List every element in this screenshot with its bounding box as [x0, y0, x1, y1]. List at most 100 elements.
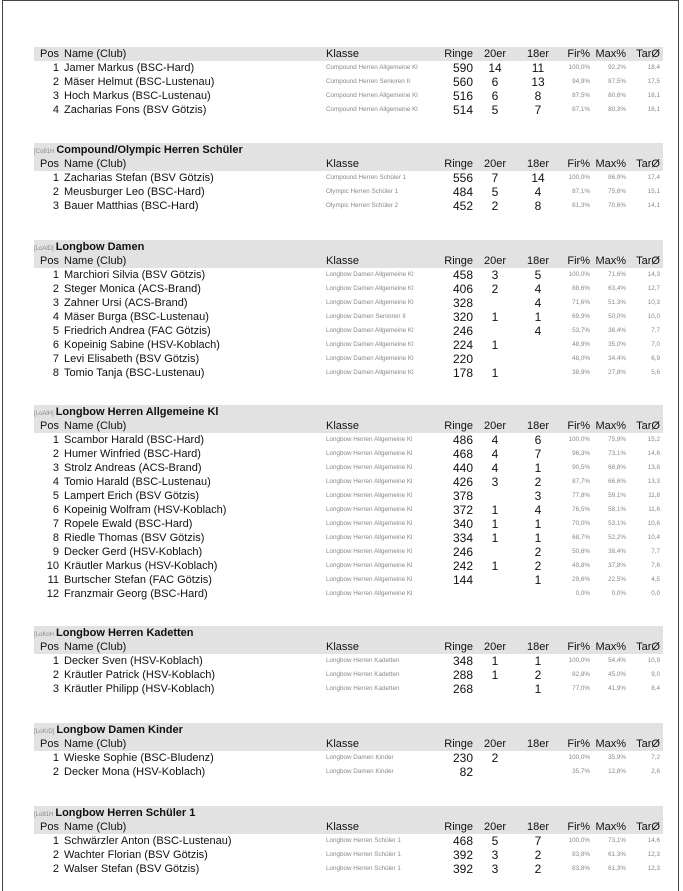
cell-tar: 14,1 — [647, 202, 660, 209]
column-header-tar: TarØ — [636, 821, 660, 833]
cell-z18: 7 — [534, 834, 542, 848]
cell-z20: 1 — [491, 503, 499, 517]
cell-fir: 87,1% — [572, 106, 590, 113]
cell-pos: 6 — [52, 339, 59, 351]
cell-z18: 2 — [534, 668, 542, 682]
table-row: 3 Zahner Ursi (ACS-Brand) Longbow Damen Al… — [34, 296, 663, 310]
cell-fir: 53,7% — [572, 327, 590, 334]
cell-pos: 1 — [52, 835, 59, 847]
cell-fir: 90,5% — [572, 464, 590, 471]
cell-ringe: 468 — [452, 834, 473, 848]
column-header-z18: 18er — [526, 641, 550, 653]
table-row: 7 Levi Elisabeth (BSV Götzis) Longbow Dame… — [34, 352, 663, 366]
cell-ringe: 268 — [452, 682, 473, 696]
column-header-z18: 18er — [526, 420, 550, 432]
column-header-pos: Pos — [40, 255, 59, 267]
cell-klasse: Longbow Herren Allgemeine Kl — [326, 548, 413, 555]
section-title-row: [LoAlH] Longbow Herren Allgemeine Kl — [34, 405, 663, 419]
column-header-klasse: Klasse — [326, 255, 360, 267]
cell-pos: 3 — [52, 90, 59, 102]
cell-ringe: 440 — [452, 461, 473, 475]
cell-pos: 2 — [52, 448, 59, 460]
cell-ringe: 230 — [452, 751, 473, 765]
cell-z18: 4 — [534, 185, 542, 199]
column-header-klasse: Klasse — [326, 821, 360, 833]
table-row: 8 Tomio Tanja (BSC-Lustenau) Longbow Damen… — [34, 366, 663, 380]
cell-tar: 7,2 — [651, 754, 660, 761]
cell-z20: 5 — [491, 103, 499, 117]
column-header-pos: Pos — [40, 821, 59, 833]
column-header-z20: 20er — [483, 641, 507, 653]
cell-fir: 83,8% — [572, 865, 590, 872]
cell-ringe: 556 — [452, 171, 473, 185]
cell-name: Levi Elisabeth (BSV Götzis) — [64, 353, 200, 365]
cell-klasse: Longbow Herren Allgemeine Kl — [326, 590, 413, 597]
table-row: 3 Kräutler Philipp (HSV-Koblach) Longbow H… — [34, 682, 663, 696]
cell-name: Mäser Helmut (BSC-Lustenau) — [64, 76, 215, 88]
cell-max: 59,1% — [608, 492, 626, 499]
cell-max: 50,0% — [608, 313, 626, 320]
section-header: [LoAlH] Longbow Herren Allgemeine Kl Pos Na… — [34, 405, 663, 433]
cell-max: 52,2% — [608, 534, 626, 541]
column-header-row: Pos Name (Club) Klasse Ringe 20er 18er Fir% Max… — [34, 737, 663, 751]
column-header-row: Pos Name (Club) Klasse Ringe 20er 18er Fir% Max… — [34, 820, 663, 834]
cell-fir: 50,6% — [572, 548, 590, 555]
cell-max: 66,6% — [608, 478, 626, 485]
result-section: [Co81H Compound/Olympic Herren Schüler Pos… — [34, 143, 663, 213]
class-code: [LoAlD] — [34, 246, 54, 252]
cell-pos: 5 — [52, 490, 59, 502]
cell-fir: 88,6% — [572, 285, 590, 292]
column-header-name: Name (Club) — [64, 48, 127, 60]
cell-max: 22,5% — [608, 576, 626, 583]
cell-tar: 10,6 — [647, 520, 660, 527]
cell-z18: 11 — [531, 61, 545, 75]
cell-z18: 2 — [534, 848, 542, 862]
column-header-tar: TarØ — [636, 641, 660, 653]
cell-z18: 2 — [534, 545, 542, 559]
cell-name: Decker Gerd (HSV-Koblach) — [64, 546, 203, 558]
cell-klasse: Longbow Herren Allgemeine Kl — [326, 506, 413, 513]
cell-name: Tomio Tanja (BSC-Lustenau) — [64, 367, 205, 379]
cell-ringe: 144 — [452, 573, 473, 587]
column-header-z18: 18er — [526, 738, 550, 750]
cell-tar: 13,3 — [647, 478, 660, 485]
cell-name: Jamer Markus (BSC-Hard) — [64, 62, 195, 74]
cell-klasse: Longbow Herren Kadetten — [326, 657, 400, 664]
cell-fir: 68,7% — [572, 534, 590, 541]
cell-name: Hoch Markus (BSC-Lustenau) — [64, 90, 211, 102]
cell-tar: 16,1 — [647, 92, 660, 99]
cell-z18: 4 — [534, 324, 542, 338]
cell-fir: 0,0% — [575, 590, 590, 597]
cell-ringe: 224 — [452, 338, 473, 352]
cell-klasse: Longbow Herren Allgemeine Kl — [326, 450, 413, 457]
cell-pos: 3 — [52, 462, 59, 474]
cell-pos: 3 — [52, 297, 59, 309]
cell-name: Zacharias Stefan (BSV Götzis) — [64, 172, 214, 184]
result-section: [LoKrD] Longbow Damen Kinder Pos Name (Club… — [34, 723, 663, 779]
cell-max: 75,9% — [608, 436, 626, 443]
result-section: [LoAlH] Longbow Herren Allgemeine Kl Pos Na… — [34, 405, 663, 601]
column-header-row: Pos Name (Club) Klasse Ringe 20er 18er Fir% Max… — [34, 157, 663, 171]
cell-ringe: 560 — [452, 75, 473, 89]
cell-klasse: Longbow Herren Allgemeine Kl — [326, 436, 413, 443]
column-header-z18: 18er — [526, 48, 550, 60]
cell-name: Strolz Andreas (ACS-Brand) — [64, 462, 202, 474]
column-header-klasse: Klasse — [326, 738, 360, 750]
cell-z20: 6 — [491, 89, 499, 103]
cell-z20: 4 — [491, 447, 499, 461]
table-row: 2 Humer Winfried (BSC-Hard) Longbow Herren… — [34, 447, 663, 461]
column-header-tar: TarØ — [636, 255, 660, 267]
cell-ringe: 288 — [452, 668, 473, 682]
cell-tar: 7,7 — [651, 548, 660, 555]
cell-klasse: Olympic Herren Schüler 2 — [326, 202, 399, 209]
table-row: 9 Decker Gerd (HSV-Koblach) Longbow Herren… — [34, 545, 663, 559]
cell-klasse: Compound Herren Senioren II — [326, 78, 411, 85]
cell-pos: 3 — [52, 200, 59, 212]
column-header-klasse: Klasse — [326, 158, 360, 170]
cell-klasse: Longbow Herren Allgemeine Kl — [326, 576, 413, 583]
cell-tar: 10,3 — [647, 299, 660, 306]
cell-pos: 1 — [52, 752, 59, 764]
cell-pos: 11 — [47, 574, 59, 586]
cell-z20: 5 — [491, 834, 499, 848]
column-header-klasse: Klasse — [326, 641, 360, 653]
